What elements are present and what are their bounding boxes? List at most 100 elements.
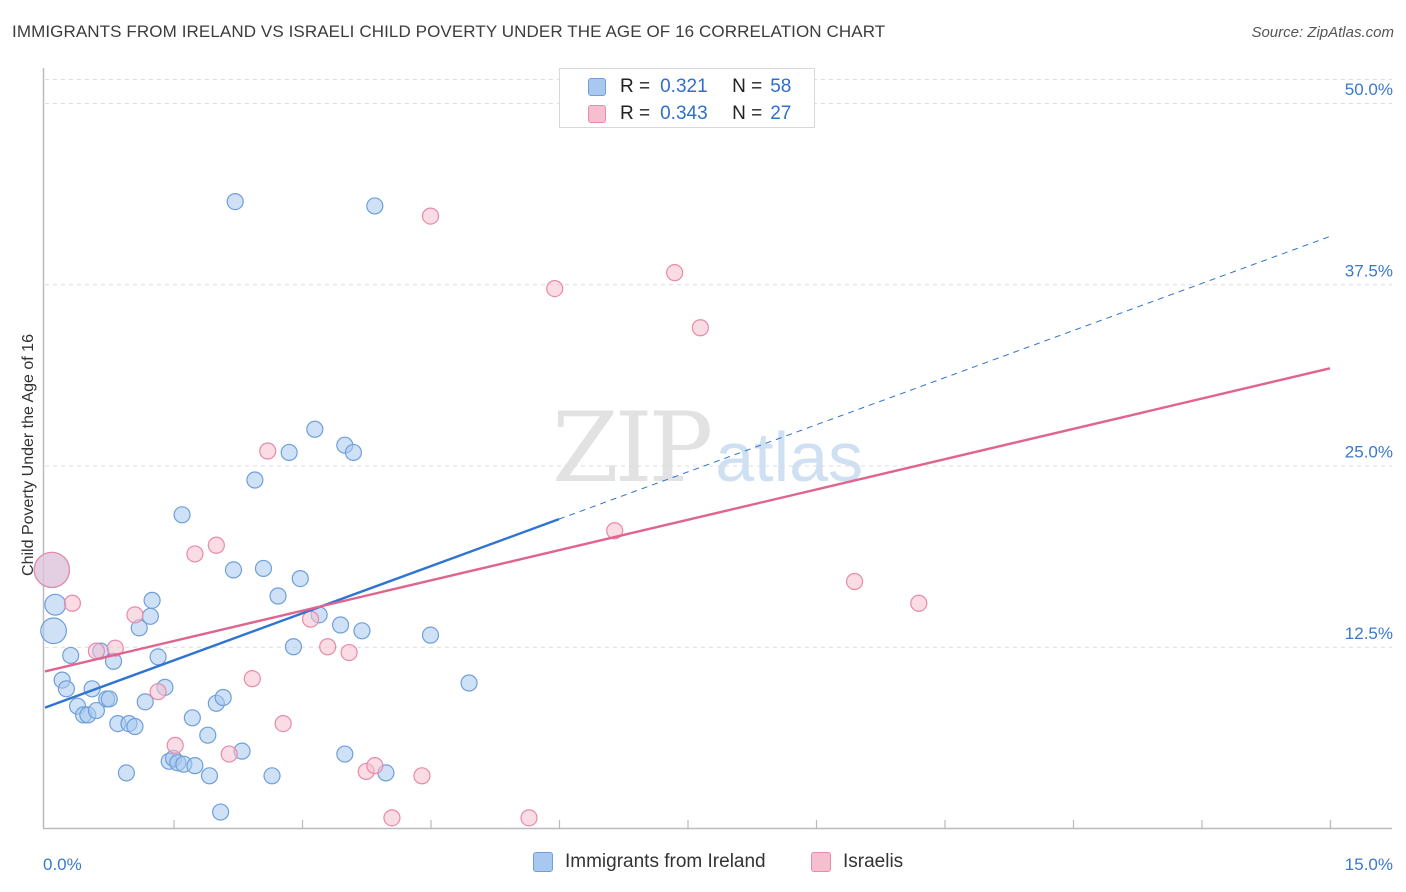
ireland-point bbox=[344, 443, 362, 462]
legend-label: Immigrants from Ireland bbox=[565, 851, 766, 872]
r-label: R = bbox=[620, 76, 651, 97]
n-value: 27 bbox=[770, 103, 792, 124]
israelis-point bbox=[106, 639, 124, 657]
x-tick-label-min: 0.0% bbox=[43, 855, 82, 874]
israelis-point bbox=[166, 736, 184, 754]
ireland-point bbox=[40, 617, 67, 645]
ireland-point bbox=[44, 593, 67, 616]
ireland-point bbox=[149, 648, 167, 666]
ireland-point bbox=[421, 626, 440, 644]
israelis-point bbox=[546, 280, 564, 298]
ireland-point bbox=[331, 616, 350, 634]
grid-lines bbox=[45, 79, 1392, 648]
israelis-point bbox=[845, 572, 864, 591]
ireland-point bbox=[226, 193, 244, 211]
israelis-point bbox=[243, 670, 261, 688]
israelis-point bbox=[366, 757, 384, 775]
israelis-point bbox=[340, 643, 358, 662]
series-israelis bbox=[33, 207, 928, 827]
ireland-point bbox=[366, 197, 384, 215]
ireland-trend-line-extension bbox=[558, 235, 1331, 520]
legend-row-israelis: R = 0.343 N = 27 bbox=[560, 101, 791, 127]
israelis-trend-line bbox=[44, 367, 1331, 673]
ireland-point bbox=[254, 559, 273, 578]
israelis-point bbox=[220, 745, 238, 763]
y-tick-label: 50.0% bbox=[1345, 80, 1393, 99]
legend-label: Israelis bbox=[843, 851, 904, 872]
ireland-point bbox=[353, 622, 371, 640]
israelis-point bbox=[186, 545, 204, 563]
y-tick-label: 37.5% bbox=[1345, 261, 1393, 280]
israelis-point bbox=[666, 264, 684, 282]
n-value: 58 bbox=[770, 76, 792, 97]
israelis-point bbox=[383, 809, 401, 827]
ireland-point bbox=[336, 745, 354, 763]
ireland-point bbox=[269, 587, 287, 605]
y-axis-title: Child Poverty Under the Age of 16 bbox=[20, 334, 37, 576]
ireland-point bbox=[199, 726, 217, 744]
ireland-point bbox=[212, 803, 230, 821]
watermark: ZIPatlas bbox=[552, 392, 863, 504]
ireland-point bbox=[117, 764, 135, 782]
ireland-point bbox=[460, 674, 478, 692]
israelis-point bbox=[910, 594, 928, 612]
israelis-point bbox=[606, 522, 624, 540]
israelis-point bbox=[301, 610, 320, 628]
ireland-trend-line bbox=[44, 518, 560, 709]
n-label: N = bbox=[732, 76, 763, 97]
trend-lines bbox=[44, 235, 1331, 709]
ireland-point bbox=[280, 443, 298, 462]
axes bbox=[42, 68, 1392, 830]
ireland-point bbox=[126, 717, 144, 736]
israelis-point bbox=[149, 683, 167, 701]
israelis-point bbox=[520, 809, 538, 827]
israelis-point bbox=[33, 551, 71, 589]
blue-swatch-icon bbox=[533, 852, 553, 872]
series-ireland bbox=[33, 193, 478, 821]
r-value: 0.321 bbox=[660, 76, 708, 97]
israelis-point bbox=[126, 606, 144, 624]
legend-item-israelis[interactable]: Israelis bbox=[811, 851, 903, 873]
r-value: 0.343 bbox=[660, 103, 708, 124]
ireland-point bbox=[100, 690, 118, 708]
r-label: R = bbox=[620, 103, 651, 124]
y-tick-label: 12.5% bbox=[1345, 624, 1393, 643]
israelis-point bbox=[319, 638, 337, 656]
chart-title: IMMIGRANTS FROM IRELAND VS ISRAELI CHILD… bbox=[12, 22, 886, 41]
ireland-point bbox=[186, 757, 204, 775]
n-label: N = bbox=[732, 103, 763, 124]
blue-swatch-icon bbox=[588, 78, 606, 96]
ireland-point bbox=[200, 767, 219, 785]
y-tick-label: 25.0% bbox=[1345, 443, 1393, 462]
ireland-point bbox=[62, 646, 80, 665]
axis-labels: 12.5% 25.0% 37.5% 50.0% 0.0% 15.0% Child Pover… bbox=[20, 80, 1393, 874]
israelis-point bbox=[274, 714, 292, 733]
watermark-atlas: atlas bbox=[715, 418, 864, 496]
ireland-point bbox=[306, 420, 324, 438]
israelis-point bbox=[207, 536, 225, 554]
ireland-point bbox=[87, 701, 106, 720]
series-legend: Immigrants from Ireland Israelis bbox=[0, 851, 1406, 879]
ireland-point bbox=[136, 693, 154, 711]
israelis-point bbox=[63, 594, 82, 612]
israelis-point bbox=[87, 642, 106, 660]
data-points bbox=[33, 193, 928, 827]
ireland-point bbox=[224, 561, 243, 579]
watermark-zip: ZIP bbox=[552, 392, 713, 504]
ireland-point bbox=[214, 688, 232, 707]
legend-item-ireland[interactable]: Immigrants from Ireland bbox=[533, 851, 766, 873]
ireland-point bbox=[291, 569, 309, 588]
israelis-point bbox=[421, 207, 440, 225]
ireland-point bbox=[57, 680, 76, 698]
pink-swatch-icon bbox=[811, 852, 831, 872]
legend-row-ireland: R = 0.321 N = 58 bbox=[560, 74, 791, 100]
ireland-point bbox=[173, 506, 191, 524]
source-credit: Source: ZipAtlas.com bbox=[1251, 24, 1394, 41]
israelis-point bbox=[691, 319, 709, 337]
israelis-point bbox=[259, 442, 277, 460]
ireland-point bbox=[141, 607, 159, 625]
ireland-point bbox=[263, 767, 281, 785]
pink-swatch-icon bbox=[588, 105, 606, 123]
x-tick-label-max: 15.0% bbox=[1345, 855, 1393, 874]
